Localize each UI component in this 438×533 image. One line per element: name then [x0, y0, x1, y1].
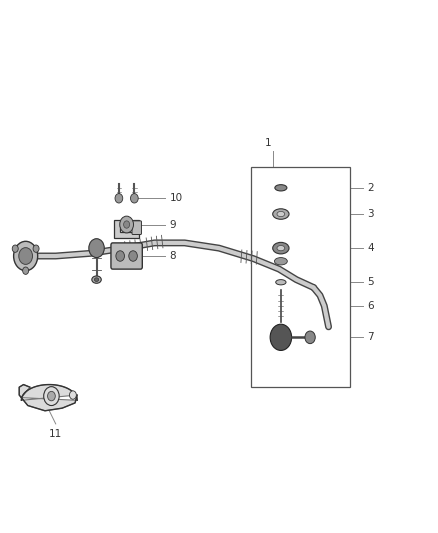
- Text: 8: 8: [170, 251, 176, 261]
- Ellipse shape: [95, 278, 99, 281]
- Circle shape: [116, 251, 124, 261]
- Ellipse shape: [92, 276, 101, 283]
- Bar: [251, 167, 350, 387]
- Ellipse shape: [275, 257, 287, 265]
- Circle shape: [120, 216, 134, 233]
- Circle shape: [270, 324, 292, 350]
- Text: 9: 9: [170, 220, 176, 230]
- Text: 5: 5: [367, 277, 374, 287]
- Circle shape: [131, 193, 138, 203]
- Circle shape: [89, 239, 104, 257]
- Text: 3: 3: [367, 209, 374, 219]
- Ellipse shape: [277, 246, 285, 251]
- Circle shape: [115, 193, 123, 203]
- Text: 10: 10: [170, 193, 183, 203]
- Circle shape: [12, 245, 18, 252]
- Circle shape: [70, 391, 76, 399]
- Ellipse shape: [273, 243, 289, 254]
- Circle shape: [44, 386, 59, 406]
- Text: 2: 2: [367, 183, 374, 193]
- Text: 7: 7: [367, 333, 374, 342]
- Circle shape: [19, 248, 32, 264]
- Ellipse shape: [275, 184, 287, 191]
- Text: 1: 1: [265, 139, 272, 149]
- Circle shape: [124, 221, 130, 228]
- Text: 11: 11: [49, 429, 62, 439]
- Circle shape: [48, 391, 55, 401]
- FancyBboxPatch shape: [132, 221, 141, 235]
- Polygon shape: [114, 220, 139, 238]
- Ellipse shape: [277, 212, 285, 216]
- Ellipse shape: [276, 280, 286, 285]
- Circle shape: [33, 245, 39, 252]
- Circle shape: [305, 331, 315, 344]
- Circle shape: [14, 241, 38, 271]
- FancyBboxPatch shape: [111, 243, 142, 269]
- Polygon shape: [19, 384, 77, 411]
- Circle shape: [23, 267, 28, 274]
- Circle shape: [129, 251, 138, 261]
- Ellipse shape: [273, 209, 289, 219]
- Text: 4: 4: [367, 243, 374, 253]
- Text: 6: 6: [367, 301, 374, 311]
